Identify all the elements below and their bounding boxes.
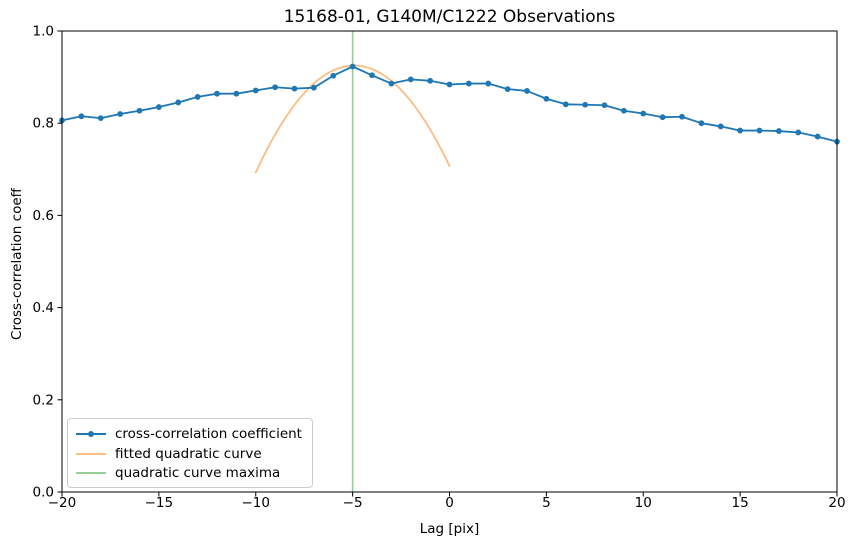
data-point-marker: [640, 110, 647, 117]
data-point-marker: [194, 94, 201, 100]
data-point-marker: [698, 120, 705, 127]
data-point-marker: [155, 104, 162, 110]
legend-label: quadratic curve maxima: [115, 465, 281, 482]
data-point-marker: [562, 101, 569, 108]
data-point-marker: [330, 72, 337, 79]
x-tick-label: −10: [242, 495, 271, 511]
x-tick-label: −20: [48, 495, 77, 511]
data-point-marker: [524, 88, 530, 94]
legend-label: cross-correlation coefficient: [115, 425, 302, 442]
legend-item-cross-correlation: cross-correlation coefficient: [76, 424, 304, 444]
x-tick-label: 20: [828, 495, 845, 511]
data-point-marker: [175, 99, 182, 106]
data-point-marker: [543, 95, 550, 102]
data-point-marker: [407, 76, 414, 83]
data-point-marker: [291, 85, 298, 92]
y-tick-label: 0.8: [33, 116, 54, 132]
fitted-curve-swatch-icon: [76, 447, 106, 461]
data-point-marker: [272, 84, 279, 91]
x-tick-label: −5: [343, 495, 363, 511]
data-point-marker: [775, 128, 782, 134]
data-point-marker: [504, 86, 511, 92]
data-point-marker: [679, 113, 685, 120]
legend-item-fitted-quadratic: fitted quadratic curve: [76, 444, 304, 464]
data-point-marker: [446, 81, 453, 88]
x-tick-label: 0: [445, 495, 454, 511]
data-point-marker: [136, 107, 143, 114]
legend-label: fitted quadratic curve: [115, 445, 262, 462]
data-point-marker: [388, 80, 395, 87]
data-point-marker: [717, 123, 724, 130]
data-point-marker: [465, 80, 472, 87]
y-tick-label: 1.0: [33, 24, 54, 40]
maxima-line-swatch-icon: [76, 466, 106, 480]
y-axis-label: Cross-correlation coeff: [9, 188, 25, 340]
data-point-marker: [310, 84, 317, 91]
y-tick-label: 0.4: [33, 300, 54, 316]
data-line-swatch-icon: [76, 427, 106, 441]
data-point-marker: [252, 87, 259, 94]
data-point-marker: [427, 77, 434, 84]
data-point-marker: [78, 113, 85, 120]
y-tick-label: 0.2: [33, 392, 54, 408]
x-tick-label: 10: [635, 495, 652, 511]
data-point-marker: [659, 114, 666, 121]
x-tick-label: −15: [145, 495, 174, 511]
data-point-marker: [233, 90, 240, 97]
data-point-marker: [814, 133, 821, 140]
y-tick-label: 0.6: [33, 208, 54, 224]
chart-title: 15168-01, G140M/C1222 Observations: [283, 7, 616, 27]
data-point-marker: [214, 90, 220, 97]
y-tick-label: 0.0: [33, 485, 54, 501]
legend-item-maxima: quadratic curve maxima: [76, 463, 304, 483]
x-tick-label: 15: [732, 495, 749, 511]
data-point-marker: [756, 127, 763, 134]
legend: cross-correlation coefficient fitted qua…: [67, 418, 313, 488]
data-point-marker: [737, 127, 744, 134]
data-point-marker: [369, 72, 375, 79]
data-point-marker: [485, 80, 492, 87]
data-point-marker: [795, 129, 802, 136]
data-point-marker: [582, 101, 589, 108]
x-tick-label: 5: [542, 495, 551, 511]
data-point-marker: [601, 102, 608, 109]
x-axis-label: Lag [pix]: [419, 521, 480, 537]
data-point-marker: [349, 63, 356, 70]
data-point-marker: [620, 107, 627, 114]
data-point-marker: [117, 111, 124, 117]
data-point-marker: [97, 115, 104, 122]
